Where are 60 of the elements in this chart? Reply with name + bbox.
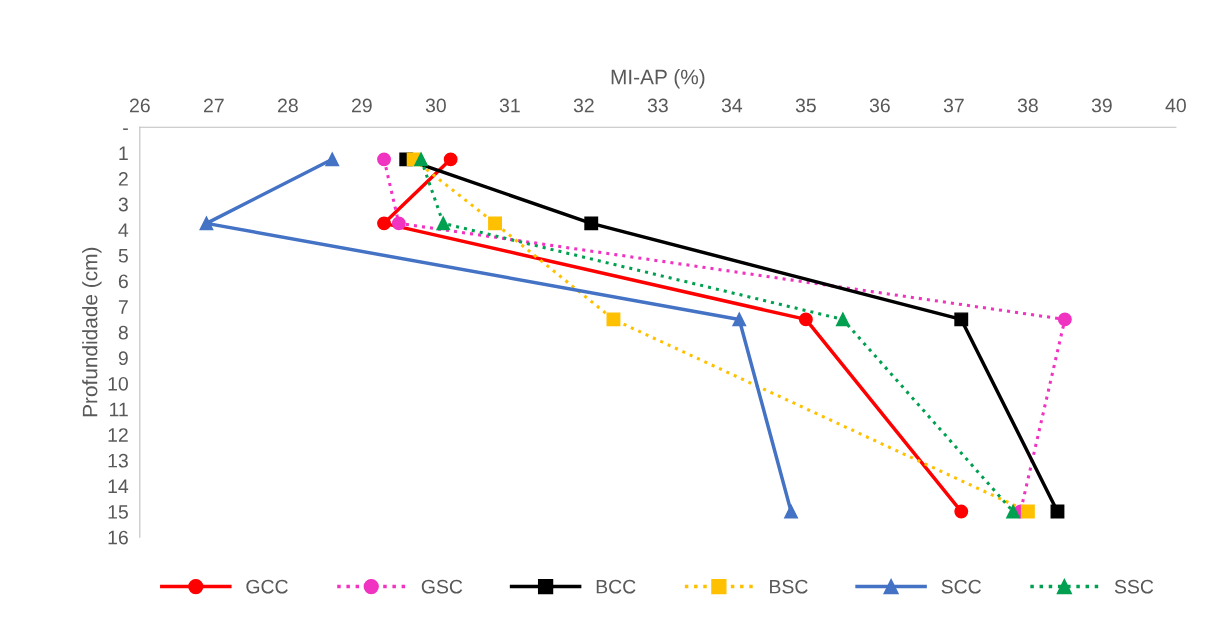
point [1057,312,1072,327]
point [732,312,747,327]
y-tick-label: 16 [108,530,128,545]
point [606,312,621,327]
point [954,504,969,519]
point [391,216,406,231]
y-axis-title: Profundidade (cm) [82,247,102,417]
point [798,312,813,327]
y-tick-label: - [123,128,128,130]
x-tick-label: 30 [425,98,446,113]
y-tick-label: 8 [118,325,128,340]
x-tick-label: 36 [869,98,890,113]
point [584,216,599,231]
point [1020,504,1035,519]
y-tick-label: 12 [108,428,128,442]
point [436,216,451,231]
point [377,216,391,231]
x-tick-label: 27 [204,98,224,113]
y-tick-label: 2 [118,172,128,186]
x-tick-label: 38 [1017,98,1038,113]
y-tick-label: 1 [119,146,128,160]
point [199,216,214,231]
x-tick-label: 39 [1091,98,1112,113]
x-tick-label: 37 [943,98,964,113]
legend-label: GCC [246,579,288,594]
point [488,216,502,231]
point [377,152,391,167]
x-axis-title: MI-AP (%) [611,69,705,89]
point [784,504,799,519]
legend-label: SCC [941,579,981,594]
y-tick-label: 6 [118,274,128,289]
y-tick-label: 13 [108,453,128,468]
x-tick-label: 28 [278,98,298,113]
legend-label: BSC [770,579,808,594]
legend-label: GSC [421,579,463,594]
legend-label: BCC [596,579,636,594]
point [414,152,428,167]
y-tick-label: 7 [118,300,128,314]
x-tick-label: 40 [1165,98,1186,113]
point [325,152,340,167]
point [954,312,969,327]
point [835,312,850,327]
x-tick-label: 35 [795,98,816,113]
y-tick-label: 11 [110,402,128,417]
x-tick-label: 34 [721,98,743,113]
y-tick-label: 15 [108,505,128,519]
x-tick-label: 26 [130,98,150,113]
point [1006,504,1021,519]
legend-label: SSC [1114,579,1154,594]
y-tick-label: 14 [108,479,129,493]
y-tick-label: 3 [118,197,128,212]
y-tick-label: 4 [118,223,129,237]
x-tick-label: 32 [573,98,594,113]
y-tick-label: 9 [118,351,128,366]
point [443,152,458,167]
y-tick-label: 5 [118,249,128,263]
y-tick-label: 10 [108,376,128,391]
x-tick-label: 31 [499,98,520,113]
x-tick-label: 29 [352,98,372,113]
x-tick-label: 33 [647,98,668,113]
